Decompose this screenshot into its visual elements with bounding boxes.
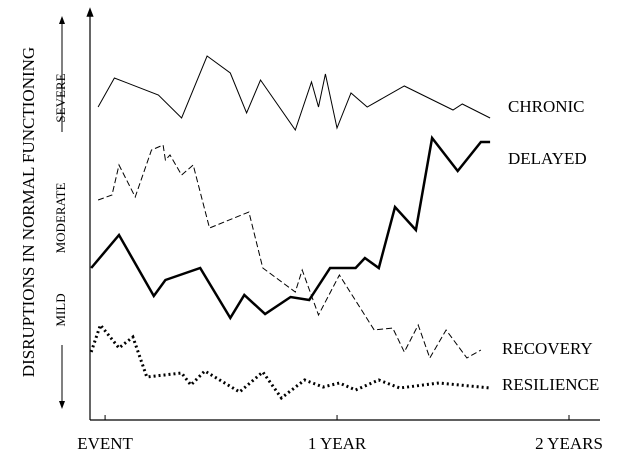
series-line xyxy=(97,55,491,132)
y-axis-label: DISRUPTIONS IN NORMAL FUNCTIONING xyxy=(19,47,38,377)
series-label: RECOVERY xyxy=(502,339,593,358)
y-level: SEVERE xyxy=(53,73,68,122)
x-tick-label: 2 YEARS xyxy=(535,434,603,453)
series-line xyxy=(97,144,482,360)
series-label: DELAYED xyxy=(508,149,587,168)
series-label: CHRONIC xyxy=(508,97,585,116)
x-tick-label: EVENT xyxy=(77,434,133,453)
y-level: MILD xyxy=(53,293,68,326)
series-label: RESILIENCE xyxy=(502,375,599,394)
x-tick-label: 1 YEAR xyxy=(308,434,367,453)
series-line xyxy=(90,135,491,321)
series-line xyxy=(89,321,491,401)
y-level: MODERATE xyxy=(53,183,68,254)
